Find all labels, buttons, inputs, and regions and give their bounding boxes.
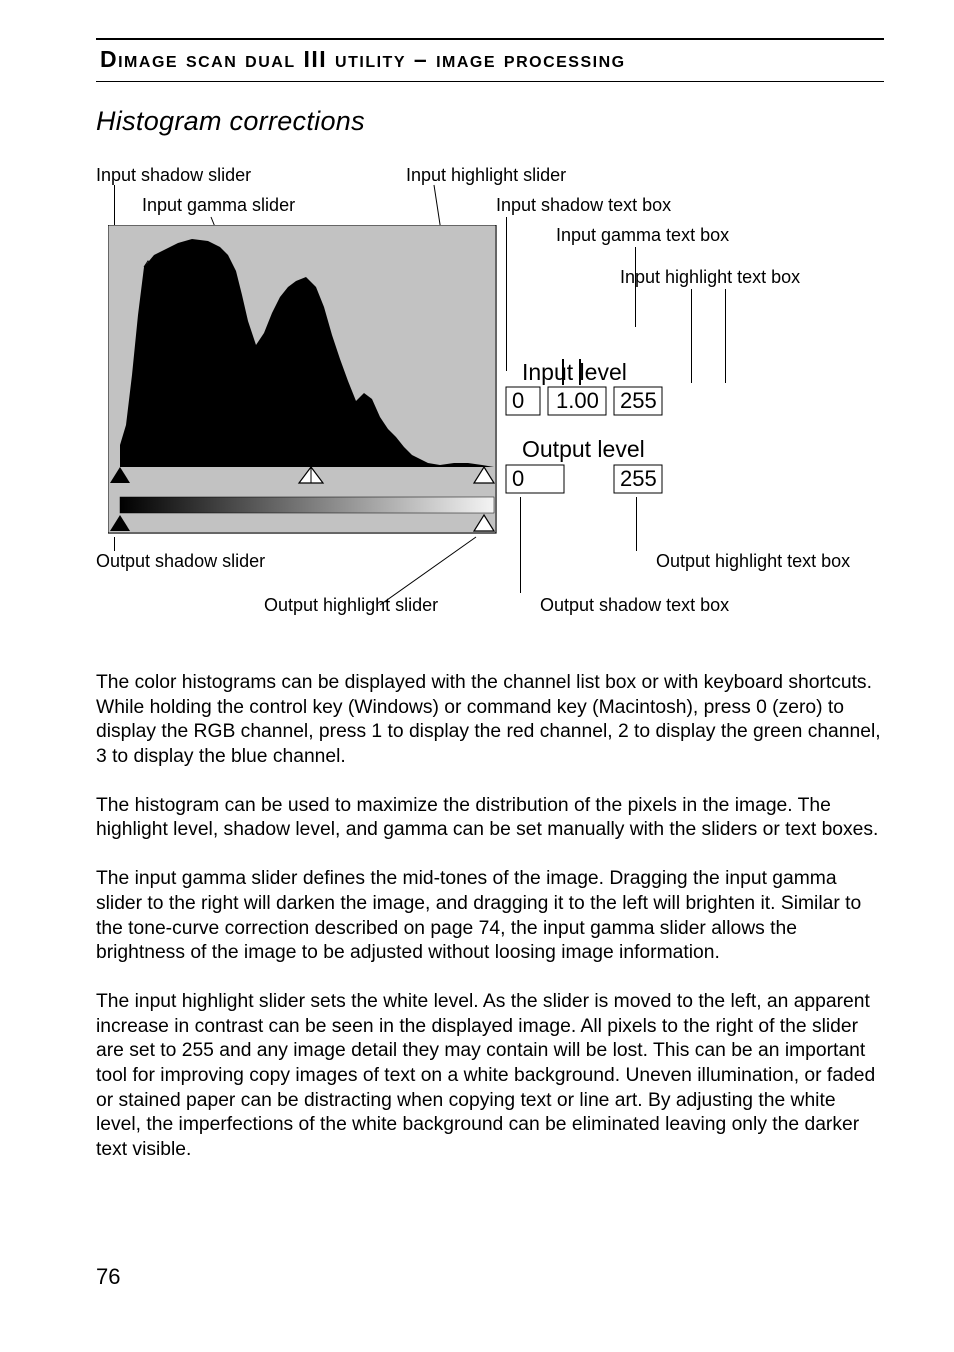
svg-text:255: 255	[620, 466, 657, 491]
label-output-highlight-text-box: Output highlight text box	[656, 551, 850, 572]
label-output-shadow-text-box: Output shadow text box	[540, 595, 729, 616]
section-title: Histogram corrections	[96, 106, 884, 137]
histogram-diagram: Input shadow slider Input gamma slider I…	[96, 165, 886, 635]
label-output-shadow-slider: Output shadow slider	[96, 551, 265, 572]
paragraph-4: The input highlight slider sets the whit…	[96, 990, 884, 1163]
paragraph-1: The color histograms can be displayed wi…	[96, 671, 884, 770]
histogram-panel: Input level 0 1.00 255 Output level 0 25…	[108, 225, 748, 545]
paragraph-3: The input gamma slider defines the mid-t…	[96, 867, 884, 966]
svg-text:255: 255	[620, 388, 657, 413]
svg-text:0: 0	[512, 466, 524, 491]
input-level-label: Input level	[522, 359, 627, 385]
label-output-highlight-slider: Output highlight slider	[264, 595, 438, 616]
page-number: 76	[96, 1264, 120, 1290]
svg-text:0: 0	[512, 388, 524, 413]
svg-text:Output level: Output level	[522, 436, 645, 462]
paragraph-2: The histogram can be used to maximize th…	[96, 794, 884, 843]
svg-text:1.00: 1.00	[556, 388, 599, 413]
page-header: Dimage scan dual III utility – image pro…	[96, 40, 884, 81]
